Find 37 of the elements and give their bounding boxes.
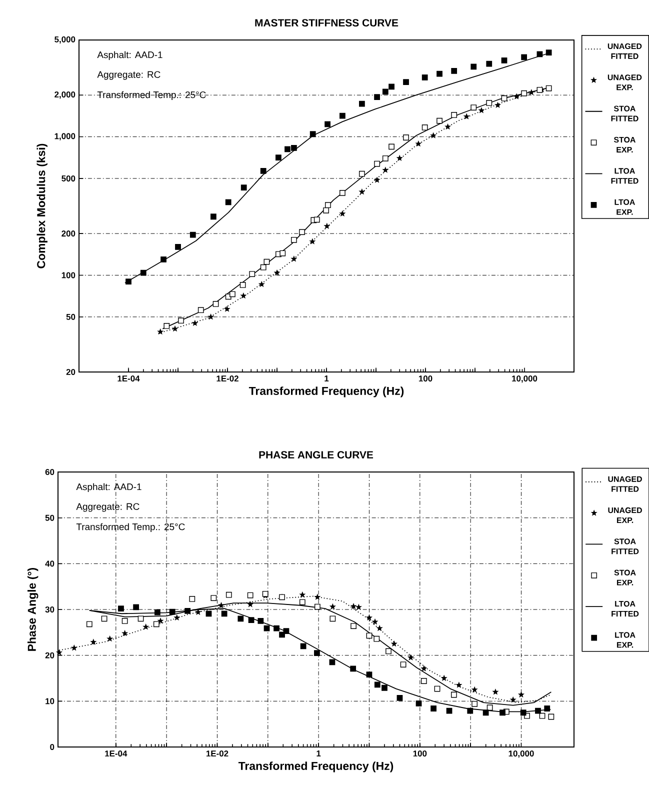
x-tick-label: 1E-04 xyxy=(118,376,140,382)
chart-title: PHASE ANGLE CURVE xyxy=(259,451,374,459)
y-tick-label: 50 xyxy=(45,514,54,521)
y-tick-label: 50 xyxy=(66,314,76,320)
annotation: Aggregate: RC xyxy=(76,503,140,512)
y-tick-label: 40 xyxy=(45,560,54,567)
x-axis-title: Transformed Frequency (Hz) xyxy=(248,386,404,398)
y-tick-label: 10 xyxy=(46,698,54,704)
y-axis-title: Phase Angle (°) xyxy=(27,568,38,651)
y-tick-label: 500 xyxy=(62,175,76,182)
y-tick-label: 30 xyxy=(45,606,54,613)
y-axis-title: Complex Modulus (ksi) xyxy=(36,144,48,268)
y-tick-label: 1,000 xyxy=(54,133,76,140)
y-tick-label: 20 xyxy=(66,369,76,375)
x-tick-label: 1E-02 xyxy=(206,750,228,757)
x-tick-label: 1 xyxy=(324,376,329,382)
annotation: Transformed Temp.: 25°C xyxy=(97,91,206,100)
annotation: Aggregate: RC xyxy=(97,71,160,80)
y-tick-label: 200 xyxy=(62,230,76,237)
x-tick-label: 10,000 xyxy=(512,376,538,383)
y-tick-label: 20 xyxy=(45,652,54,658)
x-tick-label: 100 xyxy=(418,376,432,382)
annotation: Asphalt: AAD-1 xyxy=(76,483,142,492)
annotation: Transformed Temp.: 25°C xyxy=(76,523,185,532)
x-tick-label: 10,000 xyxy=(508,750,534,758)
x-tick-label: 1E-02 xyxy=(216,376,238,382)
y-tick-label: 0 xyxy=(50,744,54,750)
x-tick-label: 100 xyxy=(413,750,427,757)
x-tick-label: 1 xyxy=(316,750,321,756)
y-tick-label: 100 xyxy=(62,272,76,278)
y-tick-label: 5,000 xyxy=(54,36,76,44)
annotation: Asphalt: AAD-1 xyxy=(97,51,162,60)
chart-title: MASTER STIFFNESS CURVE xyxy=(255,19,398,27)
y-tick-label: 2,000 xyxy=(54,91,76,99)
x-tick-label: 1E-04 xyxy=(105,750,128,757)
x-axis-title: Transformed Frequency (Hz) xyxy=(238,762,394,772)
y-tick-label: 60 xyxy=(45,469,54,475)
